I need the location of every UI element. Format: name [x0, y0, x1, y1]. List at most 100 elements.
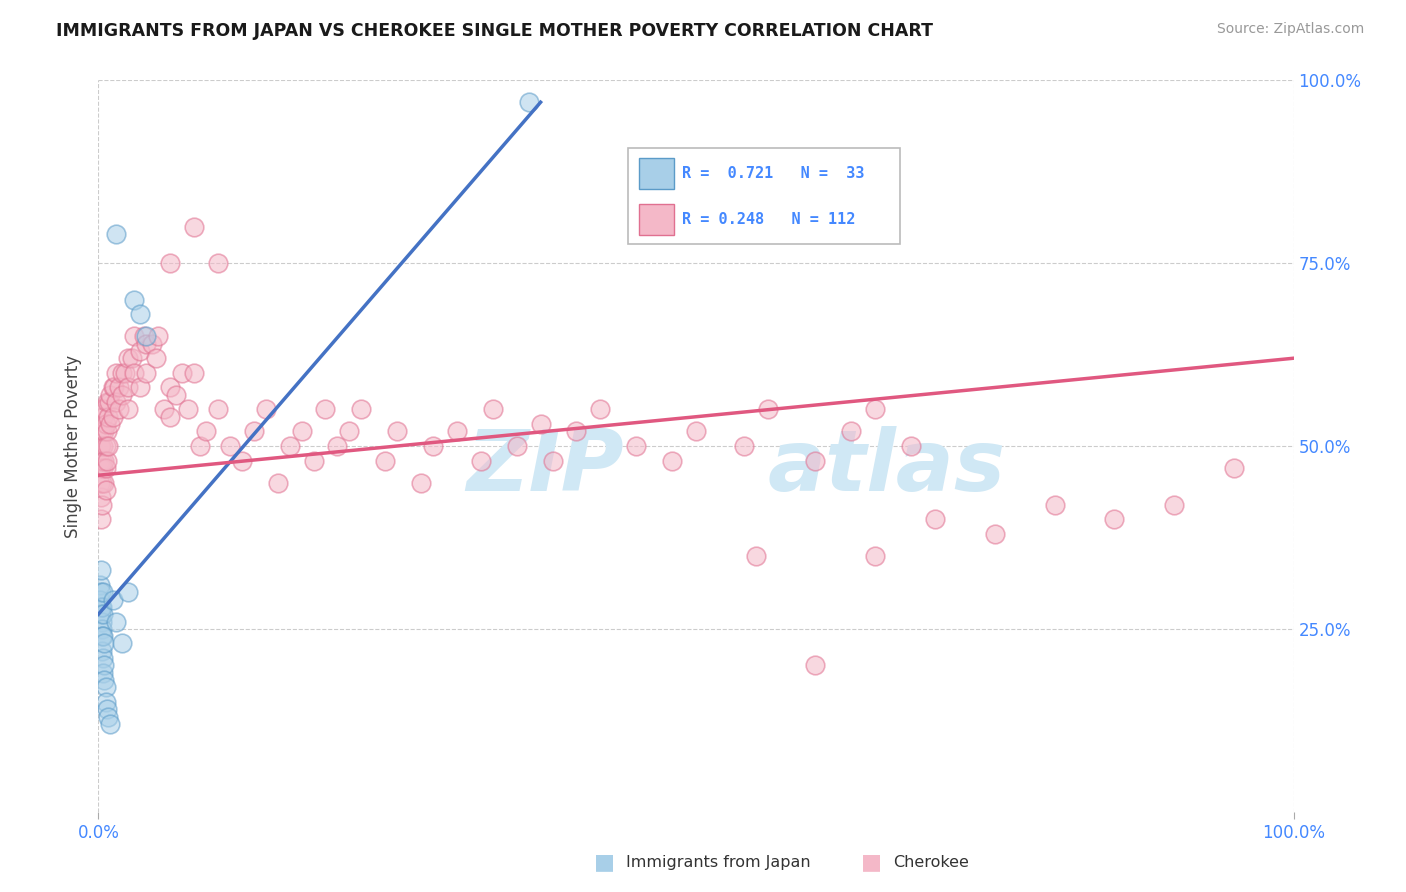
Point: [804, 453, 827, 467]
Point: [207, 402, 229, 417]
Point: [89, 475, 111, 490]
Point: [865, 549, 887, 563]
Point: [350, 402, 373, 417]
Point: [153, 402, 176, 417]
Point: [756, 402, 779, 417]
FancyBboxPatch shape: [638, 158, 675, 188]
Point: [105, 615, 128, 629]
Point: [101, 380, 124, 394]
Point: [105, 227, 128, 241]
Point: [411, 475, 433, 490]
Text: ■: ■: [595, 853, 614, 872]
Point: [470, 453, 492, 467]
Point: [129, 307, 152, 321]
Point: [89, 578, 111, 592]
Point: [302, 453, 325, 467]
Point: [91, 498, 114, 512]
Point: [97, 409, 120, 424]
Point: [91, 585, 114, 599]
Point: [94, 461, 117, 475]
Point: [111, 366, 134, 380]
Point: [96, 395, 118, 409]
Point: [745, 549, 768, 563]
Point: [159, 380, 181, 394]
Point: [98, 395, 121, 409]
Text: R =  0.721   N =  33: R = 0.721 N = 33: [682, 166, 865, 181]
Point: [195, 425, 218, 439]
Point: [1223, 461, 1246, 475]
Point: [111, 388, 134, 402]
Point: [90, 585, 112, 599]
Point: [89, 453, 111, 467]
Point: [124, 366, 146, 380]
Point: [481, 402, 505, 417]
Text: Source: ZipAtlas.com: Source: ZipAtlas.com: [1216, 22, 1364, 37]
Point: [326, 439, 349, 453]
Text: R = 0.248   N = 112: R = 0.248 N = 112: [682, 212, 856, 227]
Point: [90, 599, 112, 614]
Point: [98, 417, 122, 431]
Point: [177, 402, 200, 417]
Point: [141, 336, 163, 351]
Point: [159, 409, 181, 424]
Point: [117, 402, 139, 417]
Point: [91, 644, 114, 658]
Point: [89, 425, 111, 439]
Point: [91, 622, 114, 636]
Text: IMMIGRANTS FROM JAPAN VS CHEROKEE SINGLE MOTHER POVERTY CORRELATION CHART: IMMIGRANTS FROM JAPAN VS CHEROKEE SINGLE…: [56, 22, 934, 40]
Point: [96, 425, 118, 439]
Point: [91, 607, 114, 622]
Point: [91, 439, 114, 453]
Point: [94, 417, 117, 431]
Point: [446, 425, 468, 439]
Point: [841, 425, 863, 439]
Point: [89, 439, 111, 453]
Point: [91, 651, 114, 665]
Point: [98, 388, 122, 402]
FancyBboxPatch shape: [628, 148, 900, 244]
Point: [105, 395, 128, 409]
Point: [733, 439, 755, 453]
Point: [422, 439, 444, 453]
Point: [90, 563, 112, 577]
Point: [91, 599, 114, 614]
Point: [90, 461, 112, 475]
Point: [91, 629, 114, 643]
Point: [93, 636, 115, 650]
Point: [804, 658, 827, 673]
Point: [188, 439, 211, 453]
Point: [254, 402, 277, 417]
Point: [114, 366, 136, 380]
Point: [94, 681, 117, 695]
Text: atlas: atlas: [768, 426, 1005, 509]
Point: [111, 636, 134, 650]
Point: [90, 439, 112, 453]
Point: [93, 425, 115, 439]
FancyBboxPatch shape: [638, 204, 675, 235]
Text: Cherokee: Cherokee: [893, 855, 969, 870]
Point: [172, 366, 194, 380]
Point: [135, 366, 157, 380]
Point: [315, 402, 337, 417]
Point: [132, 329, 155, 343]
Point: [589, 402, 612, 417]
Point: [91, 615, 114, 629]
Point: [124, 329, 146, 343]
Point: [924, 512, 946, 526]
Point: [530, 417, 553, 431]
Point: [107, 380, 129, 394]
Point: [97, 439, 120, 453]
Point: [90, 402, 112, 417]
Point: [661, 453, 683, 467]
Point: [117, 585, 139, 599]
Point: [219, 439, 242, 453]
Point: [96, 702, 118, 716]
Point: [93, 402, 115, 417]
Point: [91, 453, 114, 467]
Point: [121, 351, 143, 366]
Point: [105, 366, 128, 380]
Point: [90, 512, 112, 526]
Point: [135, 336, 157, 351]
Point: [96, 453, 118, 467]
Point: [90, 607, 112, 622]
